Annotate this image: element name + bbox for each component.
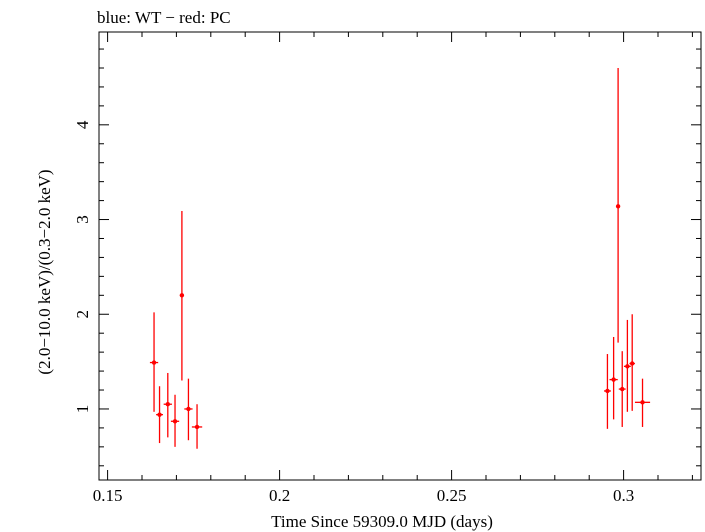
chart-title: blue: WT − red: PC xyxy=(97,8,231,27)
x-tick-label: 0.25 xyxy=(437,486,467,505)
data-point xyxy=(170,394,180,447)
data-points xyxy=(149,67,651,449)
y-tick-label: 1 xyxy=(73,405,92,414)
point-marker xyxy=(165,402,170,407)
point-marker xyxy=(186,406,191,412)
x-tick-labels: 0.15 0.2 0.25 0.3 xyxy=(93,486,634,505)
data-point xyxy=(634,378,651,427)
point-marker xyxy=(611,377,616,382)
point-marker xyxy=(194,424,200,430)
point-marker xyxy=(172,419,178,424)
point-marker xyxy=(630,361,635,366)
data-point xyxy=(156,386,163,444)
x-tick-label: 0.3 xyxy=(613,486,634,505)
y-axis-label: (2.0−10.0 keV)/(0.3−2.0 keV) xyxy=(35,169,54,374)
data-point xyxy=(623,319,631,412)
y-tick-label: 2 xyxy=(73,310,92,319)
data-point xyxy=(618,351,626,427)
point-marker xyxy=(605,388,610,394)
point-marker xyxy=(179,293,185,298)
data-point xyxy=(163,372,172,438)
point-marker xyxy=(157,412,162,417)
data-point xyxy=(191,404,203,449)
y-tick-label: 4 xyxy=(73,120,92,129)
data-point xyxy=(149,312,159,412)
point-marker xyxy=(620,386,625,392)
x-axis-label: Time Since 59309.0 MJD (days) xyxy=(271,512,493,531)
y-tick-labels: 1 2 3 4 xyxy=(73,120,92,413)
data-point xyxy=(629,314,635,411)
point-marker xyxy=(625,364,630,369)
point-marker xyxy=(615,204,621,209)
y-tick-label: 3 xyxy=(73,215,92,224)
data-point xyxy=(609,336,618,420)
axis-ticks xyxy=(99,32,701,480)
point-marker xyxy=(640,400,645,405)
x-tick-label: 0.15 xyxy=(93,486,123,505)
point-marker xyxy=(151,360,157,365)
data-point xyxy=(184,378,193,441)
data-point xyxy=(603,354,611,429)
plot-frame xyxy=(98,31,702,481)
data-point xyxy=(615,67,621,343)
data-point xyxy=(179,211,185,381)
x-tick-label: 0.2 xyxy=(269,486,290,505)
